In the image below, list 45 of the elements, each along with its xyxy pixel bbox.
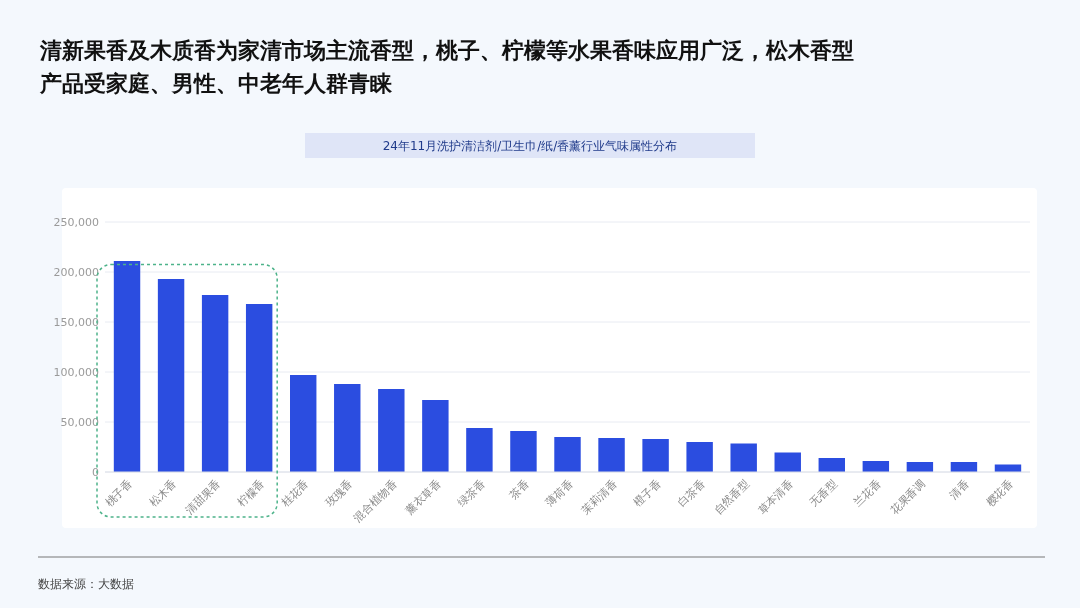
x-tick-label: 绿茶香 xyxy=(455,476,488,510)
bar xyxy=(554,437,581,472)
y-tick-label: 250,000 xyxy=(53,216,99,229)
x-tick-label: 薰衣草香 xyxy=(403,476,444,518)
bar xyxy=(378,389,405,472)
bar xyxy=(113,261,141,472)
x-tick-label: 清香 xyxy=(947,476,973,502)
x-tick-label: 橙子香 xyxy=(631,476,664,510)
x-tick-label: 白茶香 xyxy=(675,476,708,510)
bar xyxy=(642,439,669,472)
y-tick-label: 100,000 xyxy=(53,366,99,379)
x-tick-label: 草本清香 xyxy=(755,476,796,518)
x-tick-label: 桂花香 xyxy=(278,476,312,511)
x-tick-label: 松木香 xyxy=(146,476,180,510)
bar xyxy=(245,304,273,472)
bar xyxy=(201,295,229,472)
x-tick-label: 无香型 xyxy=(807,476,840,510)
x-tick-label: 兰花香 xyxy=(851,476,884,510)
x-tick-label: 自然香型 xyxy=(711,476,752,518)
source-note: 数据来源：大数据 xyxy=(38,577,134,591)
x-tick-label: 樱花香 xyxy=(983,476,1017,510)
x-tick-label: 桃子香 xyxy=(102,476,136,510)
bar xyxy=(334,384,361,472)
y-tick-label: 150,000 xyxy=(53,316,99,329)
y-tick-label: 200,000 xyxy=(53,266,99,279)
bar xyxy=(510,431,537,472)
bar xyxy=(422,400,449,472)
x-tick-label: 茶香 xyxy=(506,476,532,502)
bar xyxy=(818,458,845,472)
x-tick-label: 清甜果香 xyxy=(182,476,224,518)
chart-subtitle: 24年11月洗护清洁剂/卫生巾/纸/香薰行业气味属性分布 xyxy=(382,139,678,153)
bar xyxy=(730,443,757,472)
x-tick-label: 薄荷香 xyxy=(543,476,576,510)
x-tick-label: 柠檬香 xyxy=(234,476,268,510)
chart-title: 清新果香及木质香为家清市场主流香型，桃子、柠檬等水果香味应用广泛，松木香型产品受家庭、男性、中老年人群青睐 xyxy=(39,38,854,96)
x-tick-label: 茉莉清香 xyxy=(579,476,620,518)
x-tick-label: 花果香调 xyxy=(887,476,928,518)
bar xyxy=(686,442,713,472)
y-tick-label: 0 xyxy=(92,466,99,479)
bar xyxy=(290,375,317,472)
bar xyxy=(466,428,493,472)
bar xyxy=(774,452,801,472)
bar xyxy=(598,438,625,472)
bar xyxy=(157,279,185,472)
y-tick-label: 50,000 xyxy=(60,416,99,429)
